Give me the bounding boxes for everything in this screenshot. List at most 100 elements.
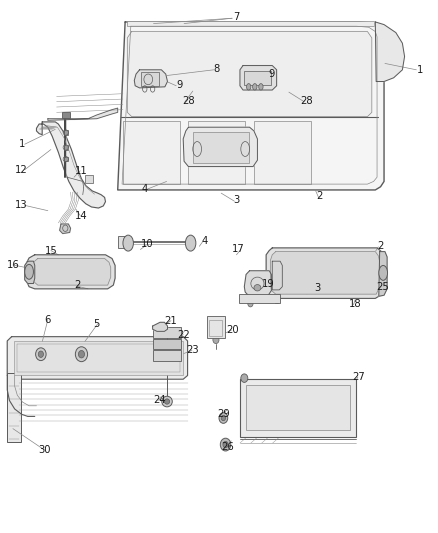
Polygon shape bbox=[375, 22, 405, 82]
Text: 16: 16 bbox=[7, 260, 19, 270]
Text: 4: 4 bbox=[202, 236, 208, 246]
Bar bbox=[64, 157, 68, 161]
Bar bbox=[141, 72, 159, 86]
Text: 26: 26 bbox=[221, 442, 234, 452]
Text: 14: 14 bbox=[75, 211, 88, 221]
Bar bbox=[193, 132, 249, 163]
Polygon shape bbox=[118, 22, 384, 190]
Text: 19: 19 bbox=[262, 279, 275, 288]
Text: 23: 23 bbox=[187, 345, 199, 356]
Ellipse shape bbox=[18, 351, 25, 358]
Bar bbox=[246, 385, 350, 430]
Ellipse shape bbox=[185, 235, 196, 251]
Text: 2: 2 bbox=[378, 241, 384, 251]
Bar bbox=[7, 373, 21, 442]
Text: 6: 6 bbox=[45, 314, 51, 325]
Bar bbox=[14, 341, 183, 375]
Ellipse shape bbox=[25, 264, 33, 279]
Ellipse shape bbox=[379, 265, 388, 280]
Ellipse shape bbox=[78, 351, 85, 358]
Text: 9: 9 bbox=[268, 69, 275, 79]
Ellipse shape bbox=[123, 235, 134, 251]
Polygon shape bbox=[379, 252, 387, 296]
Text: 8: 8 bbox=[214, 64, 220, 74]
Ellipse shape bbox=[38, 351, 43, 358]
Text: 29: 29 bbox=[217, 409, 230, 419]
Polygon shape bbox=[183, 127, 258, 166]
Ellipse shape bbox=[164, 399, 170, 404]
Bar bbox=[152, 327, 181, 338]
Text: 27: 27 bbox=[352, 372, 365, 382]
Text: 17: 17 bbox=[232, 245, 245, 254]
Text: 21: 21 bbox=[165, 316, 177, 326]
Bar bbox=[240, 379, 356, 437]
Bar bbox=[239, 294, 280, 303]
Text: 18: 18 bbox=[349, 298, 361, 309]
Bar bbox=[244, 71, 272, 85]
Bar bbox=[254, 122, 311, 184]
Text: 24: 24 bbox=[154, 395, 166, 406]
Text: 30: 30 bbox=[38, 445, 51, 455]
Bar bbox=[209, 320, 223, 336]
Ellipse shape bbox=[259, 84, 263, 90]
Bar bbox=[152, 351, 181, 361]
Ellipse shape bbox=[253, 84, 257, 90]
Bar bbox=[188, 122, 245, 184]
Bar bbox=[85, 175, 93, 182]
Ellipse shape bbox=[221, 415, 226, 421]
Bar bbox=[64, 146, 68, 150]
Polygon shape bbox=[7, 337, 187, 379]
Text: 9: 9 bbox=[177, 80, 183, 90]
Text: 4: 4 bbox=[141, 184, 148, 195]
Text: 25: 25 bbox=[376, 282, 389, 292]
Bar bbox=[62, 112, 70, 118]
Ellipse shape bbox=[35, 348, 46, 361]
Polygon shape bbox=[32, 259, 111, 285]
Text: 3: 3 bbox=[233, 195, 240, 205]
Ellipse shape bbox=[247, 84, 251, 90]
Bar bbox=[17, 344, 180, 372]
Polygon shape bbox=[60, 224, 71, 233]
Text: 5: 5 bbox=[94, 319, 100, 329]
Polygon shape bbox=[244, 271, 272, 296]
Polygon shape bbox=[48, 108, 118, 120]
Bar bbox=[64, 131, 68, 135]
Text: 10: 10 bbox=[141, 239, 153, 249]
Ellipse shape bbox=[220, 438, 231, 451]
Polygon shape bbox=[127, 31, 372, 117]
Ellipse shape bbox=[213, 336, 219, 344]
Ellipse shape bbox=[75, 347, 88, 362]
Ellipse shape bbox=[248, 301, 253, 307]
Polygon shape bbox=[266, 248, 383, 298]
Text: 28: 28 bbox=[300, 95, 313, 106]
Text: 2: 2 bbox=[74, 280, 80, 290]
Ellipse shape bbox=[254, 285, 261, 291]
Bar bbox=[118, 236, 126, 248]
Polygon shape bbox=[271, 252, 380, 294]
Text: 7: 7 bbox=[233, 12, 240, 22]
Text: 3: 3 bbox=[314, 283, 321, 293]
Text: 12: 12 bbox=[15, 165, 28, 175]
Text: 1: 1 bbox=[18, 139, 25, 149]
Ellipse shape bbox=[241, 374, 248, 382]
Polygon shape bbox=[25, 261, 35, 284]
Ellipse shape bbox=[162, 396, 172, 407]
Polygon shape bbox=[134, 70, 167, 88]
Text: 13: 13 bbox=[15, 200, 28, 211]
Polygon shape bbox=[272, 261, 283, 290]
Polygon shape bbox=[26, 255, 115, 289]
Bar bbox=[207, 316, 225, 338]
Text: 22: 22 bbox=[178, 329, 191, 340]
Bar bbox=[123, 122, 180, 184]
Bar bbox=[127, 21, 374, 26]
Text: 15: 15 bbox=[45, 246, 57, 255]
Text: 20: 20 bbox=[226, 325, 238, 335]
Polygon shape bbox=[36, 122, 106, 208]
Text: 28: 28 bbox=[182, 95, 195, 106]
Polygon shape bbox=[152, 322, 167, 332]
Text: 2: 2 bbox=[316, 191, 323, 201]
Text: 11: 11 bbox=[75, 166, 88, 176]
Ellipse shape bbox=[223, 441, 228, 448]
Ellipse shape bbox=[219, 413, 228, 423]
Bar bbox=[152, 339, 181, 350]
